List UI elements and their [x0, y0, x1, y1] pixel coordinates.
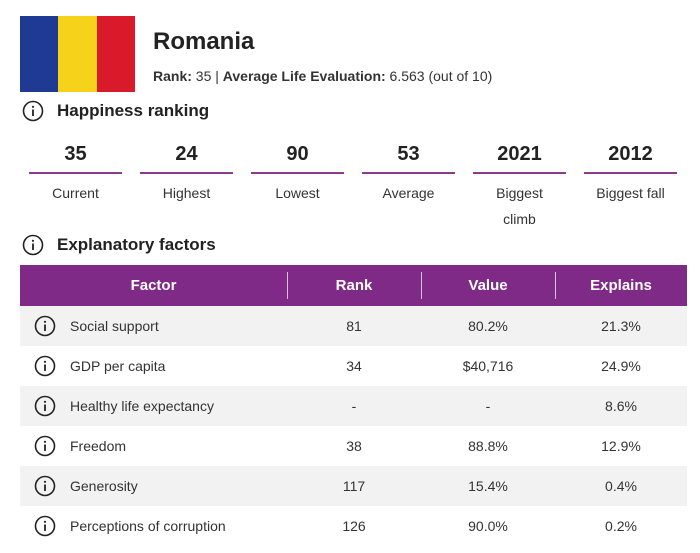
factor-name: Healthy life expectancy: [70, 398, 214, 414]
rank-value: 35: [195, 68, 212, 84]
factor-name: Perceptions of corruption: [70, 518, 226, 534]
info-icon[interactable]: [34, 435, 56, 457]
explains-cell: 0.2%: [605, 518, 637, 534]
country-title: Romania: [153, 28, 255, 55]
stat-current: 35 Current: [29, 140, 122, 206]
stat-label: Lowest: [275, 185, 320, 201]
info-icon[interactable]: [34, 315, 56, 337]
value-cell: $40,716: [462, 358, 514, 374]
factor-cell: Freedom: [20, 435, 287, 457]
rank-cell: 117: [342, 478, 366, 494]
country-flag: [20, 16, 135, 92]
stat-underline: [140, 172, 233, 174]
value-cell: -: [485, 398, 491, 414]
stat-highest: 24 Highest: [140, 140, 233, 206]
stat-label: Biggest climb: [496, 185, 543, 227]
stat-value: 2021: [497, 143, 542, 165]
info-icon[interactable]: [34, 515, 56, 537]
stat-underline: [473, 172, 566, 174]
column-header-explains: Explains: [555, 265, 687, 306]
factor-cell: Perceptions of corruption: [20, 515, 287, 537]
stat-value: 35: [64, 143, 87, 165]
flag-stripe-red: [96, 16, 135, 92]
info-icon[interactable]: [34, 475, 56, 497]
factor-name: Social support: [70, 318, 159, 334]
explains-cell: 8.6%: [605, 398, 637, 414]
stat-underline: [29, 172, 122, 174]
flag-stripe-yellow: [58, 16, 97, 92]
explains-cell: 12.9%: [601, 438, 641, 454]
rank-cell: -: [351, 398, 357, 414]
stat-underline: [584, 172, 677, 174]
flag-stripe-blue: [20, 16, 59, 92]
column-header-rank: Rank: [287, 265, 421, 306]
value-cell: 88.8%: [468, 438, 508, 454]
stat-value: 2012: [608, 143, 653, 165]
stat-biggest-climb: 2021 Biggest climb: [473, 140, 566, 232]
table-row: Healthy life expectancy - - 8.6%: [20, 386, 687, 426]
life-eval-label: Average Life Evaluation:: [222, 68, 386, 84]
stat-average: 53 Average: [362, 140, 455, 206]
section-title: Explanatory factors: [57, 235, 216, 254]
value-cell: 15.4%: [468, 478, 508, 494]
rank-label: Rank:: [153, 68, 192, 84]
stat-label: Biggest fall: [596, 185, 665, 201]
explains-cell: 24.9%: [601, 358, 641, 374]
factor-name: GDP per capita: [70, 358, 166, 374]
factor-cell: Healthy life expectancy: [20, 395, 287, 417]
factors-table: Factor Rank Value Explains Social suppor…: [20, 265, 687, 546]
info-icon[interactable]: [34, 355, 56, 377]
table-row: Freedom 38 88.8% 12.9%: [20, 426, 687, 466]
table-header: Factor Rank Value Explains: [20, 265, 687, 306]
column-header-value: Value: [421, 265, 555, 306]
explains-cell: 0.4%: [605, 478, 637, 494]
stat-lowest: 90 Lowest: [251, 140, 344, 206]
rank-separator: |: [215, 68, 219, 84]
rank-summary: Rank: 35 | Average Life Evaluation: 6.56…: [153, 68, 492, 84]
table-row: Social support 81 80.2% 21.3%: [20, 306, 687, 346]
rank-cell: 81: [346, 318, 362, 334]
life-eval-value: 6.563 (out of 10): [389, 68, 493, 84]
info-icon[interactable]: [22, 234, 44, 256]
factor-cell: GDP per capita: [20, 355, 287, 377]
value-cell: 90.0%: [468, 518, 508, 534]
info-icon[interactable]: [22, 100, 44, 122]
factor-name: Generosity: [70, 478, 138, 494]
happiness-ranking-heading: Happiness ranking: [22, 100, 209, 122]
stat-label: Current: [52, 185, 99, 201]
table-row: Generosity 117 15.4% 0.4%: [20, 466, 687, 506]
stat-value: 90: [286, 143, 309, 165]
stat-value: 53: [397, 143, 420, 165]
value-cell: 80.2%: [468, 318, 508, 334]
explains-cell: 21.3%: [601, 318, 641, 334]
factor-name: Freedom: [70, 438, 127, 454]
factor-cell: Generosity: [20, 475, 287, 497]
table-row: GDP per capita 34 $40,716 24.9%: [20, 346, 687, 386]
explanatory-factors-heading: Explanatory factors: [22, 234, 216, 256]
stat-label: Average: [382, 185, 435, 201]
rank-cell: 38: [346, 438, 362, 454]
stat-underline: [362, 172, 455, 174]
info-icon[interactable]: [34, 395, 56, 417]
ranking-stats: 35 Current 24 Highest 90 Lowest 53 Avera…: [20, 140, 700, 230]
stat-label: Highest: [162, 185, 211, 201]
table-row: Perceptions of corruption 126 90.0% 0.2%: [20, 506, 687, 546]
column-header-factor: Factor: [130, 277, 177, 294]
stat-value: 24: [175, 143, 198, 165]
section-title: Happiness ranking: [57, 101, 210, 120]
factor-cell: Social support: [20, 315, 287, 337]
rank-cell: 126: [342, 518, 366, 534]
rank-cell: 34: [346, 358, 362, 374]
stat-biggest-fall: 2012 Biggest fall: [584, 140, 677, 206]
stat-underline: [251, 172, 344, 174]
